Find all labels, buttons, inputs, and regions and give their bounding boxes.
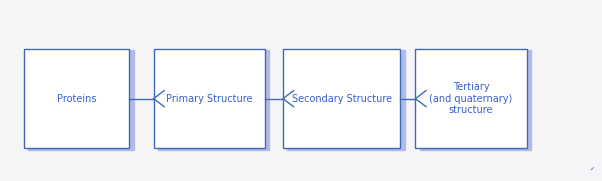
FancyBboxPatch shape: [158, 50, 269, 150]
FancyBboxPatch shape: [154, 49, 265, 148]
Text: Primary Structure: Primary Structure: [166, 94, 252, 104]
FancyBboxPatch shape: [283, 49, 400, 148]
Text: Proteins: Proteins: [57, 94, 96, 104]
FancyBboxPatch shape: [28, 50, 134, 150]
FancyBboxPatch shape: [415, 49, 527, 148]
FancyBboxPatch shape: [24, 49, 129, 148]
Text: Secondary Structure: Secondary Structure: [291, 94, 392, 104]
Text: ✔: ✔: [589, 167, 595, 172]
Text: Tertiary
(and quaternary)
structure: Tertiary (and quaternary) structure: [429, 82, 513, 115]
FancyBboxPatch shape: [287, 50, 405, 150]
FancyBboxPatch shape: [420, 50, 531, 150]
